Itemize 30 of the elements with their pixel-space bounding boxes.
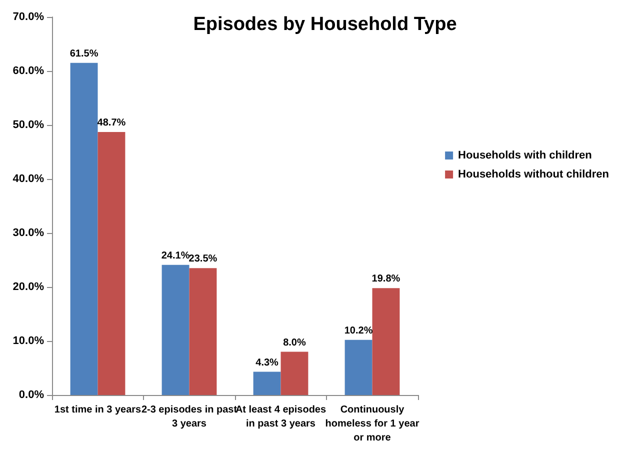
y-tick-label: 70.0% [12, 11, 44, 23]
data-label: 4.3% [256, 357, 279, 368]
legend-label: Households with children [458, 150, 592, 162]
bar [280, 352, 308, 395]
bar [189, 268, 217, 395]
x-tick-label: 1st time in 3 years [54, 404, 142, 416]
x-tick-label: 2-3 episodes in past 3 years [141, 404, 238, 430]
bar [70, 62, 98, 395]
data-label: 24.1% [161, 250, 190, 262]
bar [162, 264, 190, 395]
legend-label: Households without children [458, 168, 610, 180]
x-tick-label: Continuously homeless for 1 year or more [325, 404, 420, 444]
y-tick-label: 0.0% [18, 389, 44, 401]
bar [253, 372, 281, 395]
data-label: 61.5% [70, 48, 98, 60]
y-tick-label: 50.0% [12, 119, 44, 131]
y-tick-label: 30.0% [12, 227, 44, 239]
x-tick-label: At least 4 episodes in past 3 years [235, 404, 326, 430]
y-tick-label: 10.0% [12, 335, 44, 347]
chart-title: Episodes by Household Type [193, 14, 457, 35]
data-label: 10.2% [344, 325, 373, 336]
bar [344, 340, 372, 395]
y-tick-label: 20.0% [12, 281, 44, 293]
data-label: 8.0% [283, 337, 306, 348]
data-label: 23.5% [188, 254, 218, 265]
data-label: 19.8% [372, 274, 400, 285]
y-tick-label: 40.0% [12, 173, 44, 185]
y-tick-label: 60.0% [12, 65, 44, 77]
bar [98, 132, 126, 395]
bar [372, 288, 400, 395]
